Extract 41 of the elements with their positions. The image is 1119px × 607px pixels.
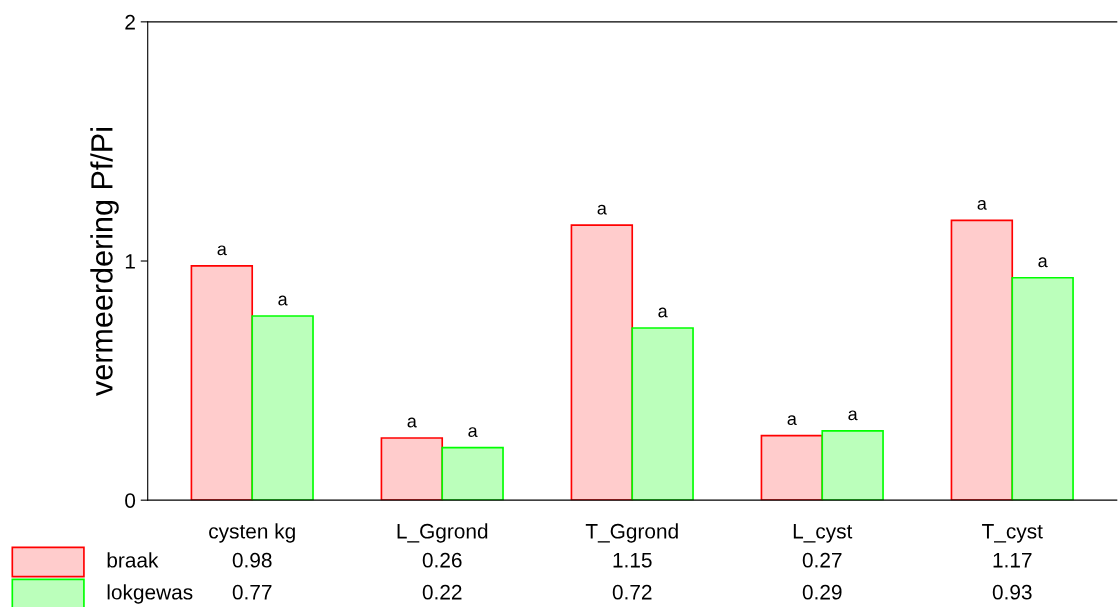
annotation: a [468, 427, 478, 438]
bar [570, 224, 634, 501]
annotation: a [278, 295, 288, 306]
data-label: 0.72 [612, 584, 652, 600]
bar [380, 437, 444, 501]
annotation: a [1038, 257, 1048, 268]
legend-label: braak [107, 552, 159, 568]
y-tick-label: 2 [125, 14, 135, 30]
annotation: a [597, 204, 607, 215]
data-label: 0.98 [232, 552, 272, 568]
data-label: 1.17 [993, 553, 1032, 568]
data-label: 0.22 [422, 584, 462, 600]
data-label: 0.29 [802, 584, 842, 600]
annotation: a [977, 199, 987, 210]
bar [251, 315, 314, 501]
y-axis-title: vermeerdering Pf/Pi [90, 128, 119, 396]
data-label: 0.26 [422, 552, 462, 568]
x-tick-label: T_Ggrond [585, 523, 678, 543]
y-tick-label: 0 [125, 493, 136, 508]
bar [821, 429, 884, 501]
data-label: 0.77 [232, 584, 272, 600]
bar [1011, 276, 1074, 501]
annotation: a [848, 410, 858, 421]
annotation: a [658, 307, 668, 318]
x-tick-label: L_cyst [793, 524, 853, 543]
x-tick-label: T_cyst [982, 524, 1043, 543]
data-label: 0.93 [992, 584, 1032, 600]
legend-label: lokgewas [107, 584, 193, 604]
data-label: 0.27 [802, 552, 842, 568]
x-tick-label: cysten kg [209, 523, 295, 543]
annotation: a [217, 245, 227, 256]
y-tick-label: 1 [125, 254, 135, 269]
data-label: 1.15 [613, 553, 652, 568]
bar [760, 434, 824, 501]
bar [441, 446, 504, 501]
bar [950, 219, 1014, 501]
x-tick-label: L_Ggrond [397, 523, 488, 543]
annotation: a [787, 415, 797, 426]
bar [631, 327, 694, 501]
annotation: a [407, 417, 417, 428]
bar [190, 264, 254, 501]
